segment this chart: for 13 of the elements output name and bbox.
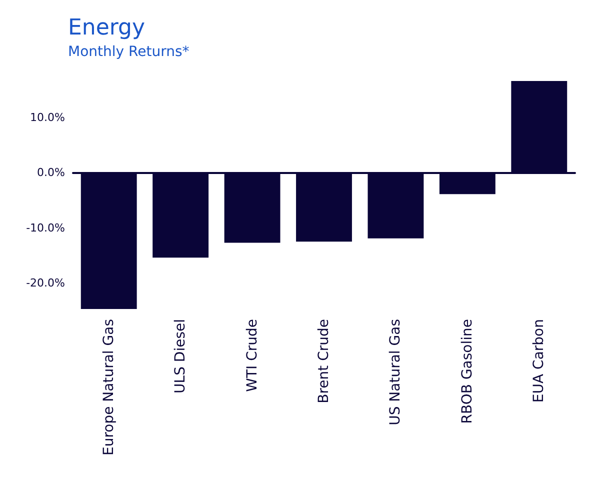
x-tick-label: Brent Crude [316,319,332,404]
x-tick-label: ULS Diesel [172,319,189,394]
x-tick-label: US Natural Gas [388,319,404,426]
x-tick-label: WTI Crude [244,319,260,392]
y-tick-label: -10.0% [26,221,65,234]
y-tick-label: 0.0% [37,166,65,180]
x-tick-label: Europe Natural Gas [100,319,117,456]
x-tick-label: EUA Carbon [531,319,548,403]
x-tick-label: RBOB Gasoline [459,319,476,424]
y-tick-label: -20.0% [26,276,65,290]
y-tick-label: 10.0% [30,110,65,124]
chart-subtitle: Monthly Returns* [68,44,190,60]
chart-title: Energy [68,16,146,40]
